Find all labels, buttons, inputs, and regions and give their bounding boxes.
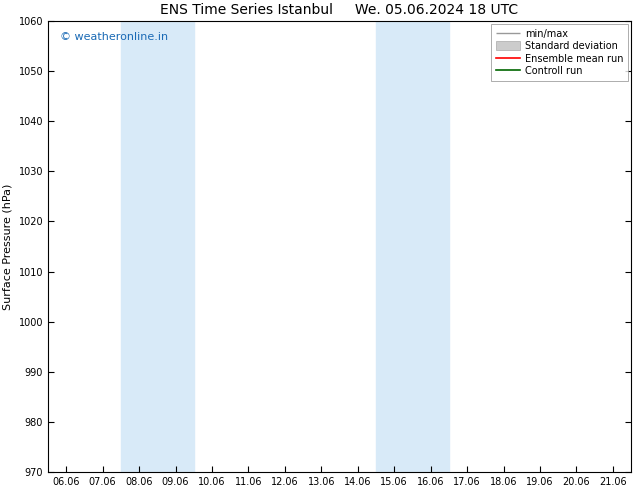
Y-axis label: Surface Pressure (hPa): Surface Pressure (hPa) bbox=[3, 183, 13, 310]
Text: © weatheronline.in: © weatheronline.in bbox=[60, 32, 168, 42]
Bar bbox=[376, 21, 449, 472]
Legend: min/max, Standard deviation, Ensemble mean run, Controll run: min/max, Standard deviation, Ensemble me… bbox=[491, 24, 628, 81]
Bar bbox=[121, 21, 194, 472]
Title: ENS Time Series Istanbul     We. 05.06.2024 18 UTC: ENS Time Series Istanbul We. 05.06.2024 … bbox=[160, 3, 519, 17]
